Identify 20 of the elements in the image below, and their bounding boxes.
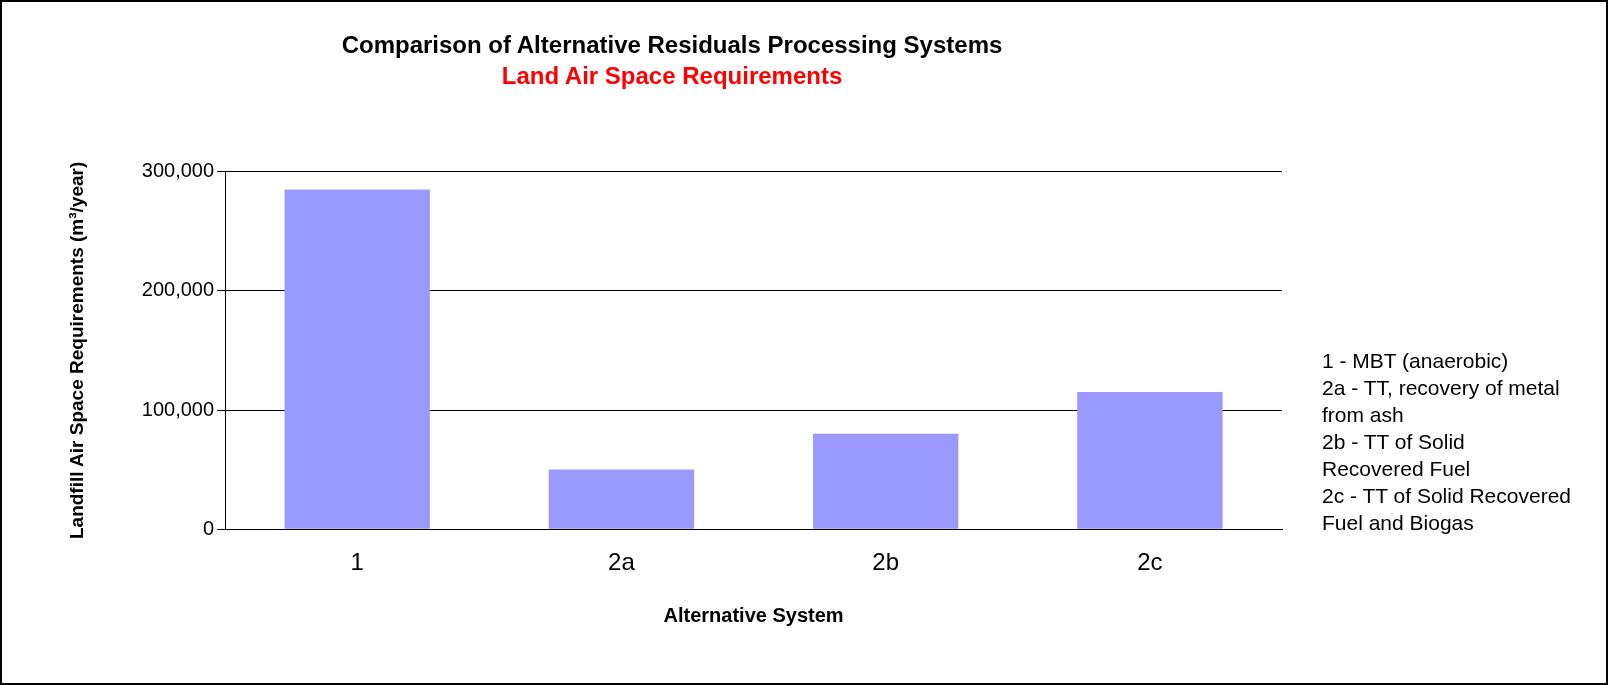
bar (1077, 392, 1223, 529)
y-tick-label: 100,000 (141, 397, 215, 420)
bar (548, 469, 695, 529)
x-axis-title: Alternative System (663, 603, 844, 626)
chart-title: Comparison of Alternative Residuals Processing Systems (341, 31, 1003, 59)
text: 1 - MBT (anaerobic) (1322, 348, 1510, 374)
y-axis-title: Landfill Air Space Requirements (m³/year) (65, 161, 87, 540)
y-tick-label: 0 (202, 516, 215, 539)
x-tick-label: 2b (872, 548, 900, 576)
x-tick-label: 2c (1137, 548, 1163, 576)
bar (284, 189, 430, 529)
y-tick-label: 200,000 (141, 278, 215, 301)
bar (813, 433, 959, 529)
x-tick-label: 2a (608, 548, 636, 576)
y-tick-label: 300,000 (141, 159, 215, 182)
x-tick-label: 1 (350, 548, 364, 576)
text: 2b - TT of Solid Recovered Fuel (1322, 429, 1472, 482)
text: 2c - TT of Solid Recovered Fuel and Biogas (1322, 483, 1572, 536)
chart-subtitle: Land Air Space Requirements (501, 61, 843, 89)
text: 2a - TT, recovery of metal from ash (1322, 375, 1561, 428)
